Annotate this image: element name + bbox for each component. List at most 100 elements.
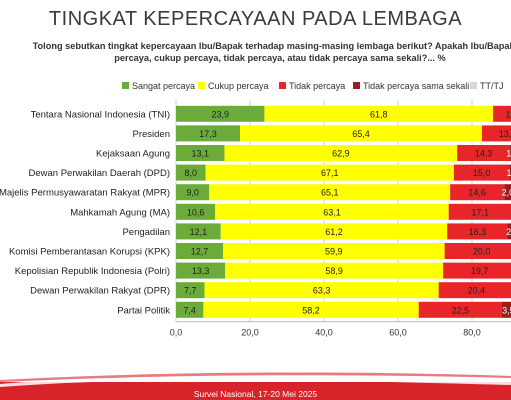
data-label: 1,3	[506, 149, 511, 159]
bar-segment	[264, 105, 494, 122]
bar-segment	[225, 262, 444, 279]
legend-label: Tidak percaya	[289, 81, 345, 91]
bar-segment	[176, 145, 225, 161]
bar-segment	[224, 145, 458, 161]
data-label: 1,8	[506, 168, 511, 178]
bar-segment	[504, 184, 511, 201]
data-label: 23,9	[211, 109, 229, 119]
stacked-bar-chart: Sangat percaya Cukup percaya Tidak percaya…	[0, 81, 511, 338]
bar-segment	[176, 282, 205, 299]
data-label: 20,0	[473, 247, 491, 257]
data-label: 62,9	[332, 149, 350, 159]
data-label: 20,4	[468, 286, 486, 296]
bar-segment	[203, 301, 419, 318]
x-tick-label: 20,0	[241, 328, 259, 338]
legend-swatch	[470, 82, 477, 89]
bar-segment	[444, 243, 511, 259]
category-label: Dewan Perwakilan Rakyat (DPR)	[30, 286, 170, 297]
data-label: 61,8	[370, 109, 388, 119]
bar-segment	[447, 223, 508, 240]
bar-segment	[457, 145, 511, 161]
x-tick-label: 60,0	[389, 328, 407, 338]
bar-segment	[481, 125, 511, 142]
category-label: Komisi Pemberantasan Korupsi (KPK)	[9, 247, 170, 258]
x-tick-label: 80,0	[463, 328, 481, 338]
bar-segment	[176, 243, 223, 259]
bar-segment	[240, 125, 482, 142]
category-label: Kepolisian Republik Indonesia (Polri)	[15, 266, 170, 277]
data-label: 12,7	[191, 247, 209, 257]
data-label: 67,1	[321, 168, 339, 178]
category-label: Tentara Nasional Indonesia (TNI)	[31, 109, 170, 120]
x-tick-label: 40,0	[315, 328, 333, 338]
data-label: 9,0	[186, 188, 199, 198]
footer-red-band	[0, 382, 511, 400]
category-label: Partai Politik	[117, 305, 170, 316]
bar-segment	[509, 164, 511, 181]
bar-segment	[448, 203, 511, 220]
legend-swatch	[198, 82, 205, 89]
data-label: 2,0	[502, 188, 511, 198]
category-label: Kejaksaan Agung	[96, 149, 170, 160]
data-label: 8,0	[185, 168, 198, 178]
bar-segment	[176, 184, 210, 201]
data-label: 13,3	[192, 266, 210, 276]
legend-swatch	[279, 82, 286, 89]
legend-swatch	[353, 82, 360, 89]
bar-segment	[176, 105, 265, 122]
bar-segment	[438, 282, 511, 299]
category-labels: Tentara Nasional Indonesia (TNI) Presiden…	[0, 109, 170, 316]
x-axis-ticks: 0,0 20,0 40,0 60,0 80,0	[170, 328, 481, 338]
x-tick-label: 0,0	[170, 328, 183, 338]
bar-segment	[176, 262, 226, 279]
category-label: Dewan Perwakilan Daerah (DPD)	[29, 168, 171, 179]
data-label: 63,3	[313, 286, 331, 296]
footer-swoosh	[0, 376, 511, 387]
bar-segment	[176, 223, 221, 240]
bar-segment	[176, 164, 206, 181]
data-label: 65,1	[321, 188, 339, 198]
data-label: 59,9	[325, 247, 343, 257]
data-label: 65,4	[352, 129, 370, 139]
data-label: 63,1	[323, 207, 341, 217]
data-label: 12,1	[190, 227, 208, 237]
bar-segment	[507, 223, 511, 240]
data-label: 17,1	[472, 207, 490, 217]
data-label: 17,3	[199, 129, 217, 139]
data-label: 14,3	[475, 149, 493, 159]
data-label: 58,9	[325, 266, 343, 276]
legend-swatch	[122, 82, 129, 89]
data-label: 10,6	[187, 207, 205, 217]
category-label: Majelis Permusyawaratan Rakyat (MPR)	[0, 188, 170, 199]
category-label: Presiden	[133, 129, 171, 140]
category-label: Mahkamah Agung (MA)	[70, 207, 170, 218]
legend-label: Sangat percaya	[132, 81, 195, 91]
bars: 23,9 61,8 11,2 17,3 65,4 13,8 13,1 62,9 14,3 1,3 8…	[176, 105, 511, 318]
bar-segment	[501, 301, 511, 318]
survey-date-footer: Survei Nasional, 17-20 Mei 2025	[193, 389, 318, 399]
data-label: 13,1	[191, 149, 209, 159]
survey-question: Tolong sebutkan tingkat kepercayaan Ibu/…	[10, 40, 511, 64]
bar-segment	[453, 164, 510, 181]
bar-segment	[176, 125, 241, 142]
bar-segment	[205, 164, 454, 181]
bar-segment	[204, 282, 439, 299]
legend: Sangat percaya Cukup percaya Tidak percaya…	[122, 81, 504, 91]
data-label: 3,5	[502, 305, 511, 315]
data-label: 16,3	[469, 227, 487, 237]
data-label: 61,2	[325, 227, 343, 237]
data-label: 13,8	[499, 129, 511, 139]
bar-segment	[209, 184, 451, 201]
data-label: 7,7	[184, 286, 197, 296]
bar-segment	[176, 301, 204, 318]
legend-label: TT/TJ	[480, 81, 504, 91]
footer-swoosh-thin	[0, 372, 511, 382]
survey-question-line-1: Tolong sebutkan tingkat kepercayaan Ibu/…	[32, 41, 511, 51]
data-label: 22,5	[452, 305, 470, 315]
data-label: 11,2	[505, 109, 511, 119]
bar-segment	[418, 301, 502, 318]
legend-label: Tidak percaya sama sekali	[363, 81, 469, 91]
bar-segment	[450, 184, 505, 201]
bar-segment	[493, 105, 511, 122]
bar-segment	[215, 203, 449, 220]
